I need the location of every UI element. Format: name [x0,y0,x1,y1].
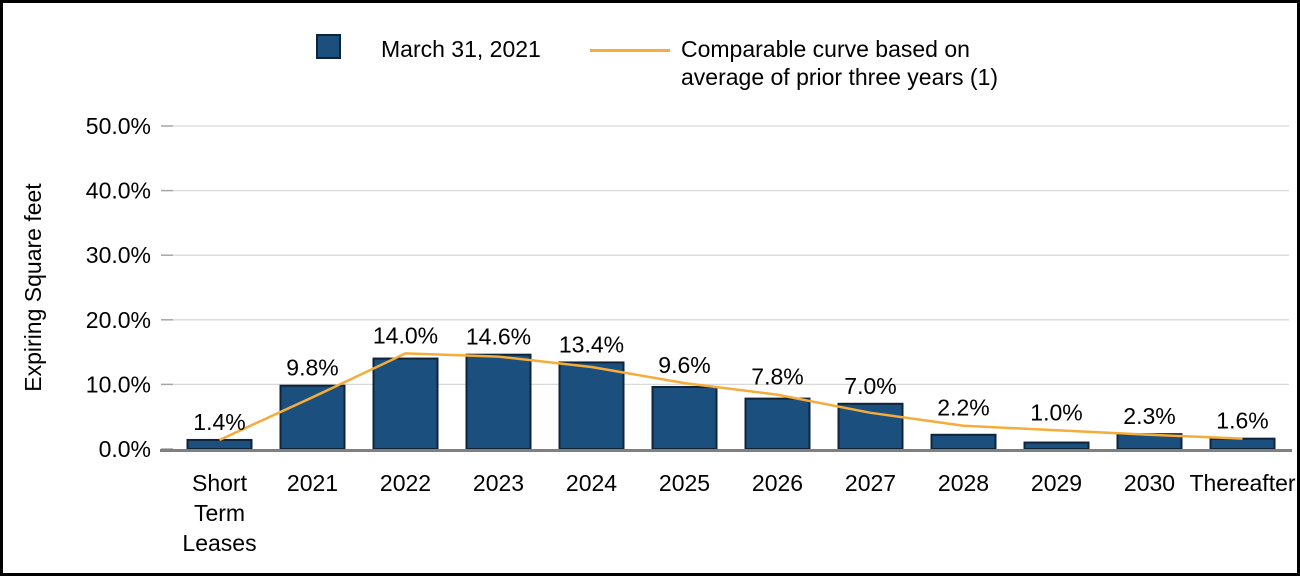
y-tick-label: 20.0% [86,307,151,333]
y-tick-label: 0.0% [99,436,151,462]
x-tick-label: 2021 [287,470,338,496]
chart-plot: 0.0% 10.0% 20.0% 30.0% 40.0% 50.0% 1.4% 9.8% 14.… [20,113,1296,556]
legend-line-swatch [590,49,670,52]
bar-value-label: 14.0% [373,322,438,348]
x-tick-label: 2030 [1124,470,1175,496]
x-tick-label: 2028 [938,470,989,496]
legend-bar-swatch [316,34,341,59]
x-tick-label: Short Term Leases [182,470,256,556]
y-tick-label: 50.0% [86,113,151,139]
x-tick-label: 2025 [659,470,710,496]
x-tick-label: 2024 [566,470,617,496]
x-tick-label: 2026 [752,470,803,496]
x-tick-label: 2023 [473,470,524,496]
bar-value-label: 2.2% [937,395,989,421]
bar-value-label: 1.4% [193,409,245,435]
bar [558,361,625,451]
bar-value-label: 7.8% [751,364,803,390]
y-axis-title: Expiring Square feet [20,183,46,392]
bar-value-label: 7.0% [844,373,896,399]
bar [372,357,439,450]
bar-value-label: 9.8% [286,355,338,381]
x-tick-label: Thereafter [1189,470,1295,496]
bar-value-label: 2.3% [1123,403,1175,429]
bar-value-label: 1.0% [1030,399,1082,425]
bar-value-label: 14.6% [466,324,531,350]
y-tick-label: 10.0% [86,371,151,397]
bar [651,385,718,451]
legend-bar-label: March 31, 2021 [381,36,541,62]
bar-value-label: 9.6% [658,352,710,378]
comparable-curve-line [218,352,1243,442]
y-tick-label: 30.0% [86,242,151,268]
x-tick-label: 2027 [845,470,896,496]
y-tick-label: 40.0% [86,178,151,204]
bar [186,438,253,450]
bar-value-label: 13.4% [559,331,624,357]
bar [1023,441,1090,451]
bar [930,433,997,450]
bar [465,353,532,450]
bar [279,384,346,450]
bar [1209,437,1276,451]
bar-value-label: 1.6% [1216,408,1268,434]
legend-line-label: Comparable curve based on average of pri… [681,36,999,90]
x-tick-label: 2029 [1031,470,1082,496]
x-tick-label: 2022 [380,470,431,496]
bar [837,402,904,450]
bar [744,397,811,450]
